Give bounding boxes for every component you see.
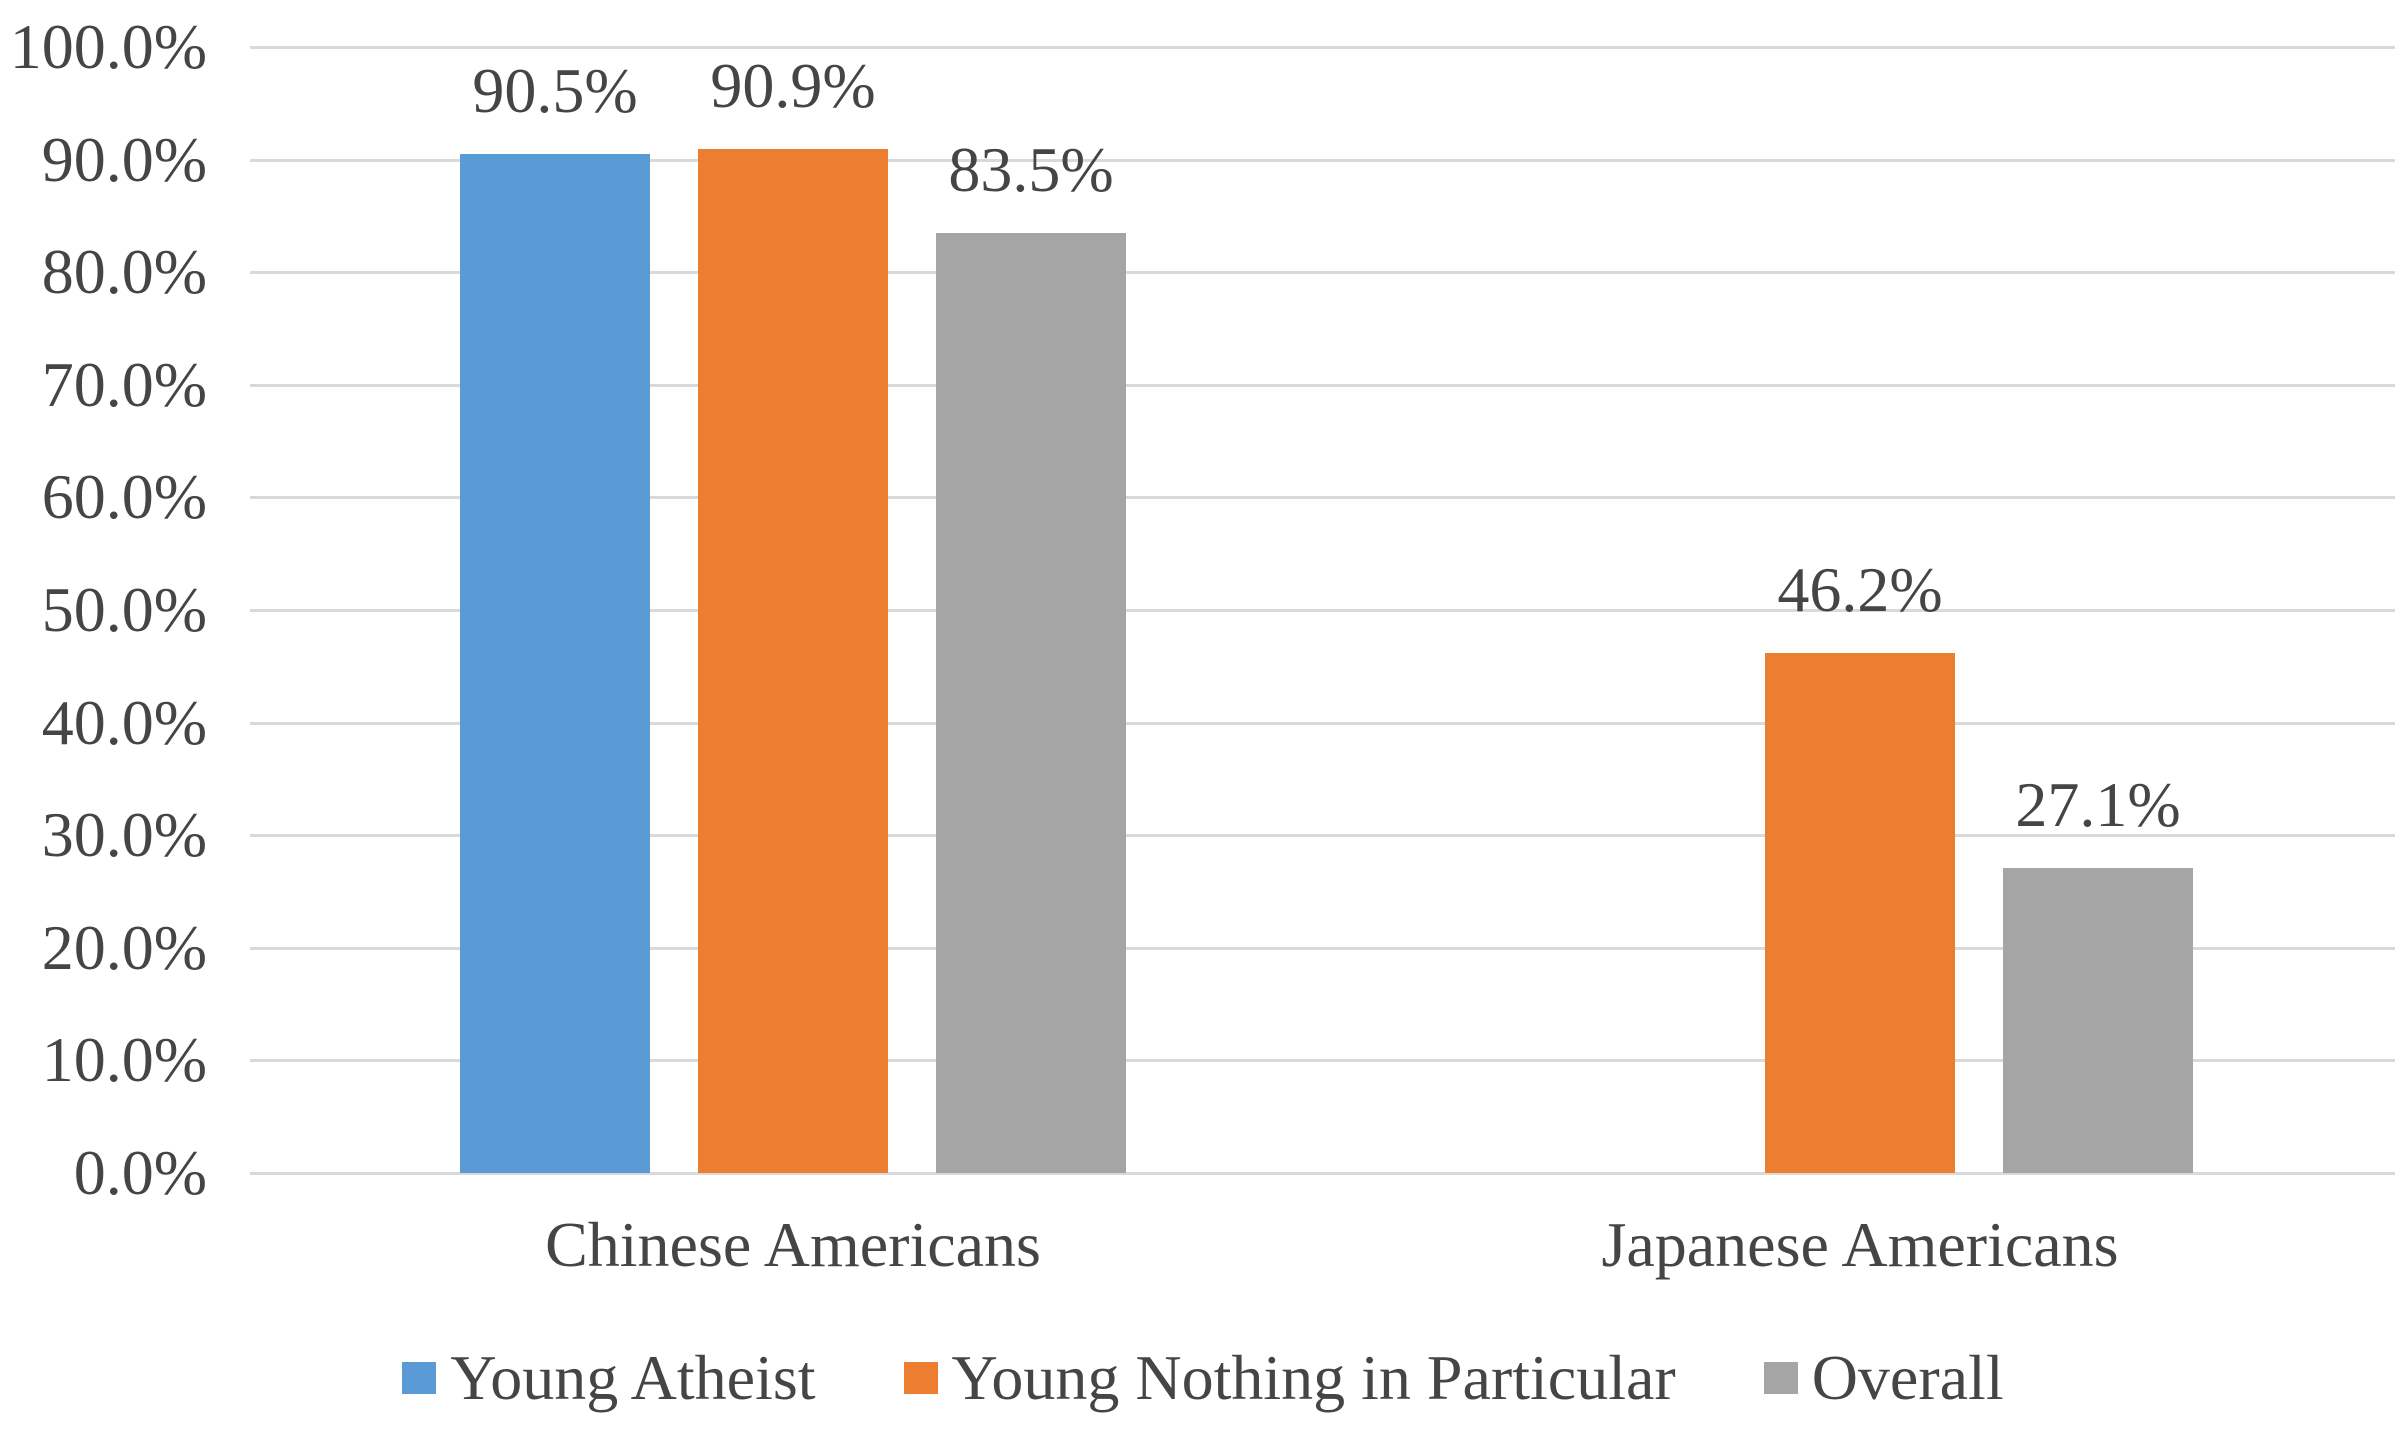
y-tick-label-40: 40.0%: [41, 686, 207, 758]
bar-young-atheist-chinese-americans: [460, 153, 650, 1173]
gridline-40: [250, 721, 2395, 725]
legend-swatch-icon-overall: [1763, 1362, 1798, 1394]
data-label-young-nothing-in-particular-japanese-americans: 46.2%: [1777, 553, 1943, 625]
legend-item-young-atheist: Young Atheist: [402, 1342, 816, 1413]
legend-item-overall: Overall: [1763, 1342, 2004, 1413]
gridline-60: [250, 496, 2395, 500]
y-tick-label-50: 50.0%: [41, 574, 207, 645]
y-tick-label-80: 80.0%: [41, 236, 207, 308]
y-tick-label-20: 20.0%: [41, 911, 207, 983]
legend-label-young-atheist: Young Atheist: [450, 1342, 816, 1413]
y-tick-label-0: 0.0%: [73, 1137, 207, 1208]
legend-label-overall: Overall: [1811, 1342, 2004, 1413]
bar-young-nothing-in-particular-japanese-americans: [1765, 652, 1955, 1173]
data-label-overall-japanese-americans: 27.1%: [2015, 768, 2181, 840]
y-tick-label-60: 60.0%: [41, 461, 207, 533]
legend-swatch-icon-young-atheist: [402, 1362, 437, 1394]
category-label-chinese-americans: Chinese Americans: [545, 1209, 1041, 1280]
legend-label-young-nothing-in-particular: Young Nothing in Particular: [951, 1342, 1676, 1413]
gridline-20: [250, 946, 2395, 950]
plot-area: 90.5% 90.9% 46.2% 83.5% 27.1%: [250, 46, 2395, 1175]
legend-item-young-nothing-in-particular: Young Nothing in Particular: [903, 1342, 1676, 1413]
bar-young-nothing-in-particular-chinese-americans: [698, 149, 888, 1173]
bar-overall-chinese-americans: [936, 232, 1126, 1173]
y-tick-label-100: 100.0%: [9, 11, 207, 82]
y-tick-label-10: 10.0%: [41, 1024, 207, 1096]
y-tick-label-90: 90.0%: [41, 123, 207, 195]
data-label-overall-chinese-americans: 83.5%: [948, 133, 1114, 205]
bar-overall-japanese-americans: [2003, 867, 2193, 1173]
gridline-70: [250, 383, 2395, 387]
category-label-japanese-americans: Japanese Americans: [1601, 1209, 2119, 1280]
x-axis-line: [250, 1172, 2395, 1175]
y-tick-label-30: 30.0%: [41, 799, 207, 871]
gridline-80: [250, 271, 2395, 275]
legend-swatch-icon-young-nothing-in-particular: [903, 1362, 938, 1394]
legend: Young Atheist Young Nothing in Particular…: [0, 1346, 2406, 1410]
gridline-50: [250, 609, 2395, 612]
gridline-90: [250, 158, 2395, 162]
data-label-young-atheist-chinese-americans: 90.5%: [472, 54, 638, 126]
gridline-100: [250, 46, 2395, 49]
data-label-young-nothing-in-particular-chinese-americans: 90.9%: [710, 50, 876, 122]
gridline-30: [250, 834, 2395, 838]
y-tick-label-70: 70.0%: [41, 348, 207, 420]
gridline-10: [250, 1059, 2395, 1063]
